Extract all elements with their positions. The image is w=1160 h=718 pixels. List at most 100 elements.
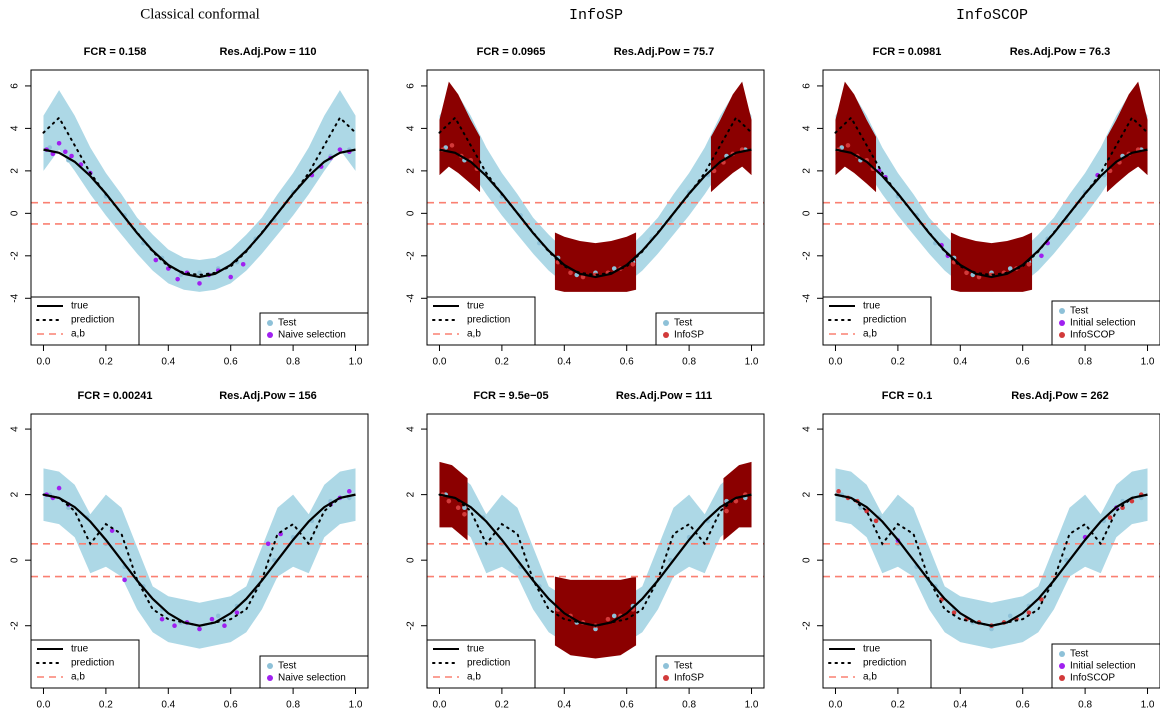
series-line (834, 493, 1149, 627)
x-tick-label: 0.2 (495, 700, 509, 711)
annotation: FCR = 0.1 (882, 390, 932, 402)
legend-label: InfoSCOP (1070, 330, 1115, 341)
legend-label: Test (674, 318, 693, 329)
data-point (462, 505, 467, 511)
x-tick-label: 0.0 (433, 357, 447, 368)
y-tick-label: 4 (802, 125, 813, 131)
series-line (439, 148, 752, 279)
series-line (834, 116, 1149, 276)
x-tick-label: 0.4 (557, 700, 571, 711)
data-point (611, 266, 617, 271)
data-point (611, 613, 617, 619)
legend (259, 312, 369, 346)
legend-swatch (663, 675, 669, 681)
legend-swatch (267, 675, 273, 681)
prediction-band (43, 468, 356, 649)
y-tick-label: -2 (10, 621, 21, 630)
selection-region (554, 232, 637, 292)
data-point (1107, 515, 1113, 520)
data-point (56, 485, 62, 491)
data-point (858, 505, 863, 511)
legend-label: Naive selection (278, 330, 346, 341)
y-tick-label: 2 (802, 168, 813, 174)
legend-label: Test (278, 661, 297, 672)
x-tick-label: 0.4 (953, 357, 967, 368)
legend (655, 655, 765, 689)
legend-label: prediction (71, 315, 114, 326)
y-tick-label: -2 (802, 621, 813, 630)
selection-region (950, 232, 1033, 292)
legend-swatch (1059, 675, 1065, 681)
legend-label: prediction (71, 658, 114, 669)
x-tick-label: 0.8 (286, 700, 300, 711)
legend-label: true (71, 644, 89, 655)
data-point (63, 149, 68, 155)
x-tick-label: 0.8 (1078, 700, 1092, 711)
x-tick-label: 0.2 (891, 357, 905, 368)
legend-label: a,b (71, 329, 85, 340)
legend-label: a,b (71, 672, 85, 683)
legend-swatch (267, 663, 273, 669)
x-tick-label: 0.4 (161, 700, 175, 711)
x-tick-label: 0.0 (433, 700, 447, 711)
prediction-band (835, 468, 1148, 649)
data-point (66, 505, 71, 511)
y-tick-label: 6 (802, 83, 813, 89)
plot-frame (822, 69, 1160, 346)
annotation: Res.Adj.Pow = 76.3 (1010, 46, 1111, 58)
plot-frame (822, 413, 1160, 689)
x-tick-label: 0.6 (620, 357, 634, 368)
legend-label: true (863, 644, 881, 655)
annotation: Res.Adj.Pow = 156 (219, 390, 317, 402)
legend-swatch (267, 332, 273, 338)
data-point (836, 489, 841, 494)
x-tick-label: 0.2 (891, 700, 905, 711)
legend-swatch (1059, 663, 1065, 669)
data-point (1007, 613, 1013, 619)
x-tick-label: 1.0 (1141, 700, 1155, 711)
y-tick-label: 6 (10, 83, 21, 89)
data-point (197, 626, 202, 632)
data-point (462, 511, 467, 517)
x-tick-label: 0.4 (161, 357, 175, 368)
x-tick-label: 0.0 (829, 700, 843, 711)
y-tick-label: 6 (406, 83, 417, 89)
x-tick-label: 0.2 (99, 700, 113, 711)
y-tick-label: 0 (10, 557, 21, 563)
data-point (209, 616, 215, 622)
legend-label: Initial selection (1070, 661, 1136, 672)
y-tick-label: 2 (406, 491, 417, 497)
data-point (153, 257, 159, 263)
legend-swatch (663, 320, 669, 326)
series-line (42, 493, 357, 627)
data-point (449, 143, 455, 148)
legend-label: a,b (467, 672, 481, 683)
data-point (593, 626, 598, 632)
y-tick-label: -2 (406, 251, 417, 260)
data-point (109, 528, 115, 533)
plot-frame (30, 413, 369, 689)
legend-label: prediction (467, 315, 510, 326)
data-point (122, 577, 127, 583)
data-point (630, 262, 636, 267)
y-tick-label: 4 (406, 426, 417, 432)
y-tick-label: -2 (10, 251, 21, 260)
data-point (1039, 253, 1044, 259)
x-tick-label: 1.0 (745, 700, 759, 711)
x-tick-label: 0.0 (37, 700, 51, 711)
data-point (605, 616, 611, 622)
selection-region (1106, 81, 1148, 193)
data-point (976, 274, 982, 280)
series-line (42, 116, 357, 276)
x-tick-label: 0.2 (99, 357, 113, 368)
data-point (69, 153, 74, 159)
plot-frame (426, 69, 765, 346)
legend-swatch (1059, 332, 1065, 338)
data-point (56, 140, 62, 146)
data-point (240, 262, 246, 267)
annotation: Res.Adj.Pow = 110 (220, 46, 317, 58)
selection-region (439, 81, 481, 193)
legend (1051, 300, 1160, 346)
data-point (1026, 262, 1032, 267)
